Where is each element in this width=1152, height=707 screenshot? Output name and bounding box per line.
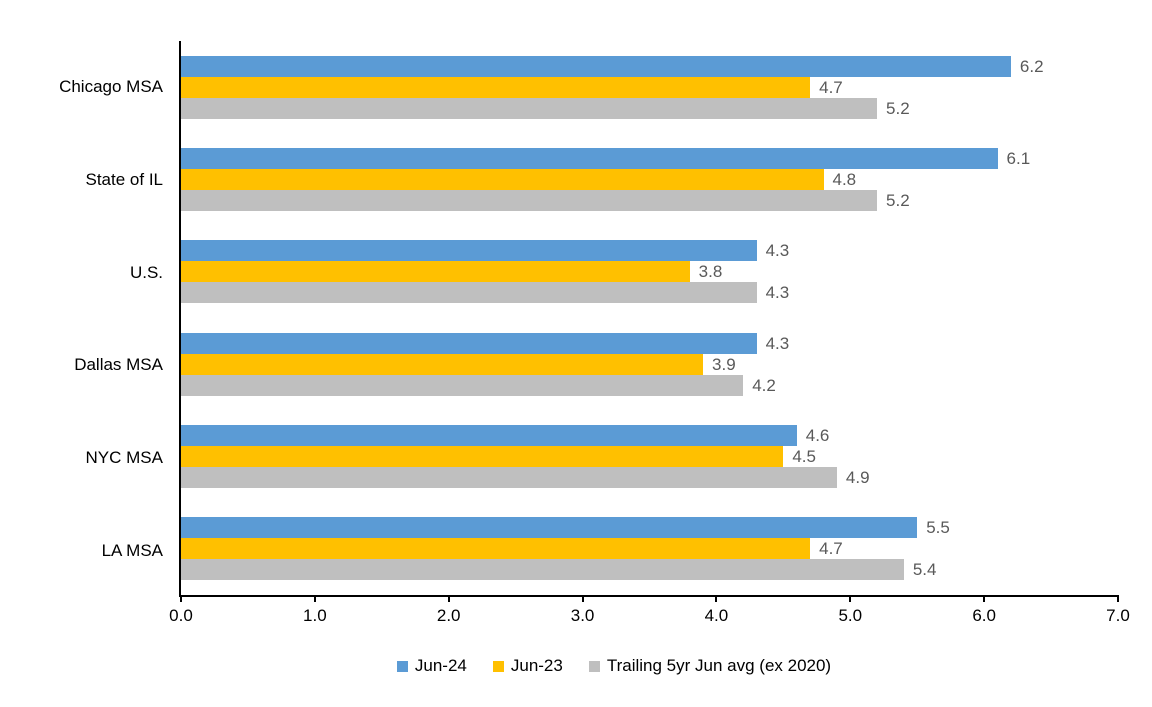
bar-value-label: 5.2 bbox=[886, 98, 910, 118]
bar-jun-23 bbox=[181, 353, 704, 375]
bar-jun-23 bbox=[181, 538, 811, 560]
legend-swatch-jun-23 bbox=[492, 660, 504, 672]
x-axis-tick-label: 4.0 bbox=[704, 606, 729, 625]
bar-value-label: 4.3 bbox=[765, 241, 790, 261]
bar-value-label: 5.4 bbox=[912, 560, 937, 580]
legend-label: Jun-24 bbox=[414, 656, 467, 675]
bar-line: 4.5 bbox=[181, 445, 1118, 467]
legend-swatch-trailing-5yr-jun-avg-ex-2020 bbox=[588, 660, 600, 672]
legend-label: Trailing 5yr Jun avg (ex 2020) bbox=[606, 656, 832, 675]
bar-jun-23 bbox=[181, 76, 811, 98]
bar-jun-23 bbox=[181, 261, 690, 283]
category-label: Dallas MSA bbox=[74, 355, 163, 375]
bar-trailing-5yr-jun-avg-ex-2020 bbox=[181, 559, 904, 581]
bar-line: 6.1 bbox=[181, 147, 1118, 169]
bar-line: 5.2 bbox=[181, 189, 1118, 211]
bar-line: 3.9 bbox=[181, 353, 1118, 375]
x-axis-tick bbox=[447, 595, 450, 602]
bar-line: 5.5 bbox=[181, 517, 1118, 539]
bar-line: 4.3 bbox=[181, 332, 1118, 354]
bar-line: 4.7 bbox=[181, 76, 1118, 98]
legend-item-jun-23: Jun-23 bbox=[492, 656, 563, 676]
legend-item-jun-24: Jun-24 bbox=[396, 656, 467, 676]
bar-jun-24 bbox=[181, 147, 998, 169]
x-axis-tick-label: 0.0 bbox=[169, 606, 193, 625]
bar-line: 4.3 bbox=[181, 240, 1118, 262]
x-axis-tick-label: 1.0 bbox=[303, 606, 327, 625]
bar-value-label: 4.9 bbox=[845, 467, 870, 487]
bar-value-label: 4.5 bbox=[792, 446, 816, 466]
category-label: Chicago MSA bbox=[59, 77, 163, 97]
bar-line: 4.6 bbox=[181, 424, 1118, 446]
legend-item-trailing-5yr-jun-avg-ex-2020: Trailing 5yr Jun avg (ex 2020) bbox=[588, 656, 832, 676]
bar-value-label: 4.2 bbox=[752, 375, 776, 395]
bar-jun-23 bbox=[181, 445, 784, 467]
bar-value-label: 4.7 bbox=[819, 77, 843, 97]
bar-group-row: 6.1 4.8 5.2 bbox=[181, 133, 1118, 225]
bar-jun-23 bbox=[181, 168, 824, 190]
bar-trailing-5yr-jun-avg-ex-2020 bbox=[181, 189, 878, 211]
bar-value-label: 5.2 bbox=[886, 190, 910, 210]
bar-group-row: 5.5 4.7 5.4 bbox=[181, 503, 1118, 595]
bar-group-row: 4.3 3.9 4.2 bbox=[181, 318, 1118, 410]
bar-jun-24 bbox=[181, 517, 918, 539]
bar-value-label: 4.7 bbox=[819, 539, 843, 559]
bar-group-row: 4.6 4.5 4.9 bbox=[181, 410, 1118, 502]
x-axis-tick-label: 2.0 bbox=[436, 606, 461, 625]
bar-jun-24 bbox=[181, 332, 757, 354]
x-axis-tick bbox=[715, 595, 718, 602]
bar-line: 3.8 bbox=[181, 261, 1118, 283]
bar-jun-24 bbox=[181, 55, 1011, 77]
plot-area: 6.2 4.7 5.2 6.1 4.8 5.2 4.3 3.8 4.3 4.3 3.9 4.2 4.6 4… bbox=[179, 41, 1118, 597]
legend-swatch-jun-24 bbox=[396, 660, 408, 672]
legend-label: Jun-23 bbox=[510, 656, 563, 675]
bar-line: 4.3 bbox=[181, 282, 1118, 304]
x-axis-tick-labels: 0.0 1.0 2.0 3.0 4.0 5.0 6.0 7.0 bbox=[169, 606, 1130, 628]
bar-value-label: 4.8 bbox=[832, 169, 857, 189]
bar-trailing-5yr-jun-avg-ex-2020 bbox=[181, 97, 878, 119]
bar-value-label: 6.2 bbox=[1019, 56, 1044, 76]
category-label: U.S. bbox=[129, 262, 163, 282]
bar-line: 4.8 bbox=[181, 168, 1118, 190]
x-axis-tick bbox=[180, 595, 182, 602]
x-axis-tick bbox=[581, 595, 584, 602]
x-axis-tick-label: 6.0 bbox=[972, 606, 996, 625]
bar-line: 5.4 bbox=[181, 559, 1118, 581]
x-axis-tick bbox=[849, 595, 852, 602]
x-axis-tick-label: 5.0 bbox=[838, 606, 863, 625]
bar-value-label: 4.3 bbox=[765, 333, 790, 353]
x-axis-tick-label: 7.0 bbox=[1106, 606, 1130, 625]
bar-value-label: 4.6 bbox=[805, 425, 830, 445]
bar-value-label: 5.5 bbox=[926, 518, 950, 538]
category-label: State of IL bbox=[85, 170, 164, 189]
bar-value-label: 6.1 bbox=[1006, 148, 1031, 168]
bar-line: 4.9 bbox=[181, 466, 1118, 488]
bar-group-row: 6.2 4.7 5.2 bbox=[181, 41, 1118, 133]
bar-value-label: 4.3 bbox=[765, 283, 790, 303]
bar-line: 4.7 bbox=[181, 538, 1118, 560]
x-axis-tick-label: 3.0 bbox=[570, 606, 595, 625]
x-axis-ticks bbox=[180, 595, 1119, 602]
bar-trailing-5yr-jun-avg-ex-2020 bbox=[181, 466, 837, 488]
bar-jun-24 bbox=[181, 424, 797, 446]
bar-trailing-5yr-jun-avg-ex-2020 bbox=[181, 374, 744, 396]
bar-trailing-5yr-jun-avg-ex-2020 bbox=[181, 282, 757, 304]
x-axis-tick bbox=[313, 595, 316, 602]
category-label: LA MSA bbox=[101, 540, 163, 560]
legend: Jun-24 Jun-23 Trailing 5yr Jun avg (ex 202… bbox=[0, 656, 1152, 676]
x-axis-tick bbox=[1117, 595, 1119, 602]
bar-line: 6.2 bbox=[181, 55, 1118, 77]
bar-value-label: 3.8 bbox=[698, 262, 723, 282]
y-axis-category-labels: Chicago MSA State of IL U.S. Dallas MSA NYC … bbox=[0, 41, 163, 597]
category-label: NYC MSA bbox=[85, 448, 163, 468]
bar-jun-24 bbox=[181, 240, 757, 262]
bar-group-row: 4.3 3.8 4.3 bbox=[181, 226, 1118, 318]
bar-line: 5.2 bbox=[181, 97, 1118, 119]
bar-value-label: 3.9 bbox=[712, 354, 736, 374]
bar-line: 4.2 bbox=[181, 374, 1118, 396]
x-axis-tick bbox=[983, 595, 986, 602]
